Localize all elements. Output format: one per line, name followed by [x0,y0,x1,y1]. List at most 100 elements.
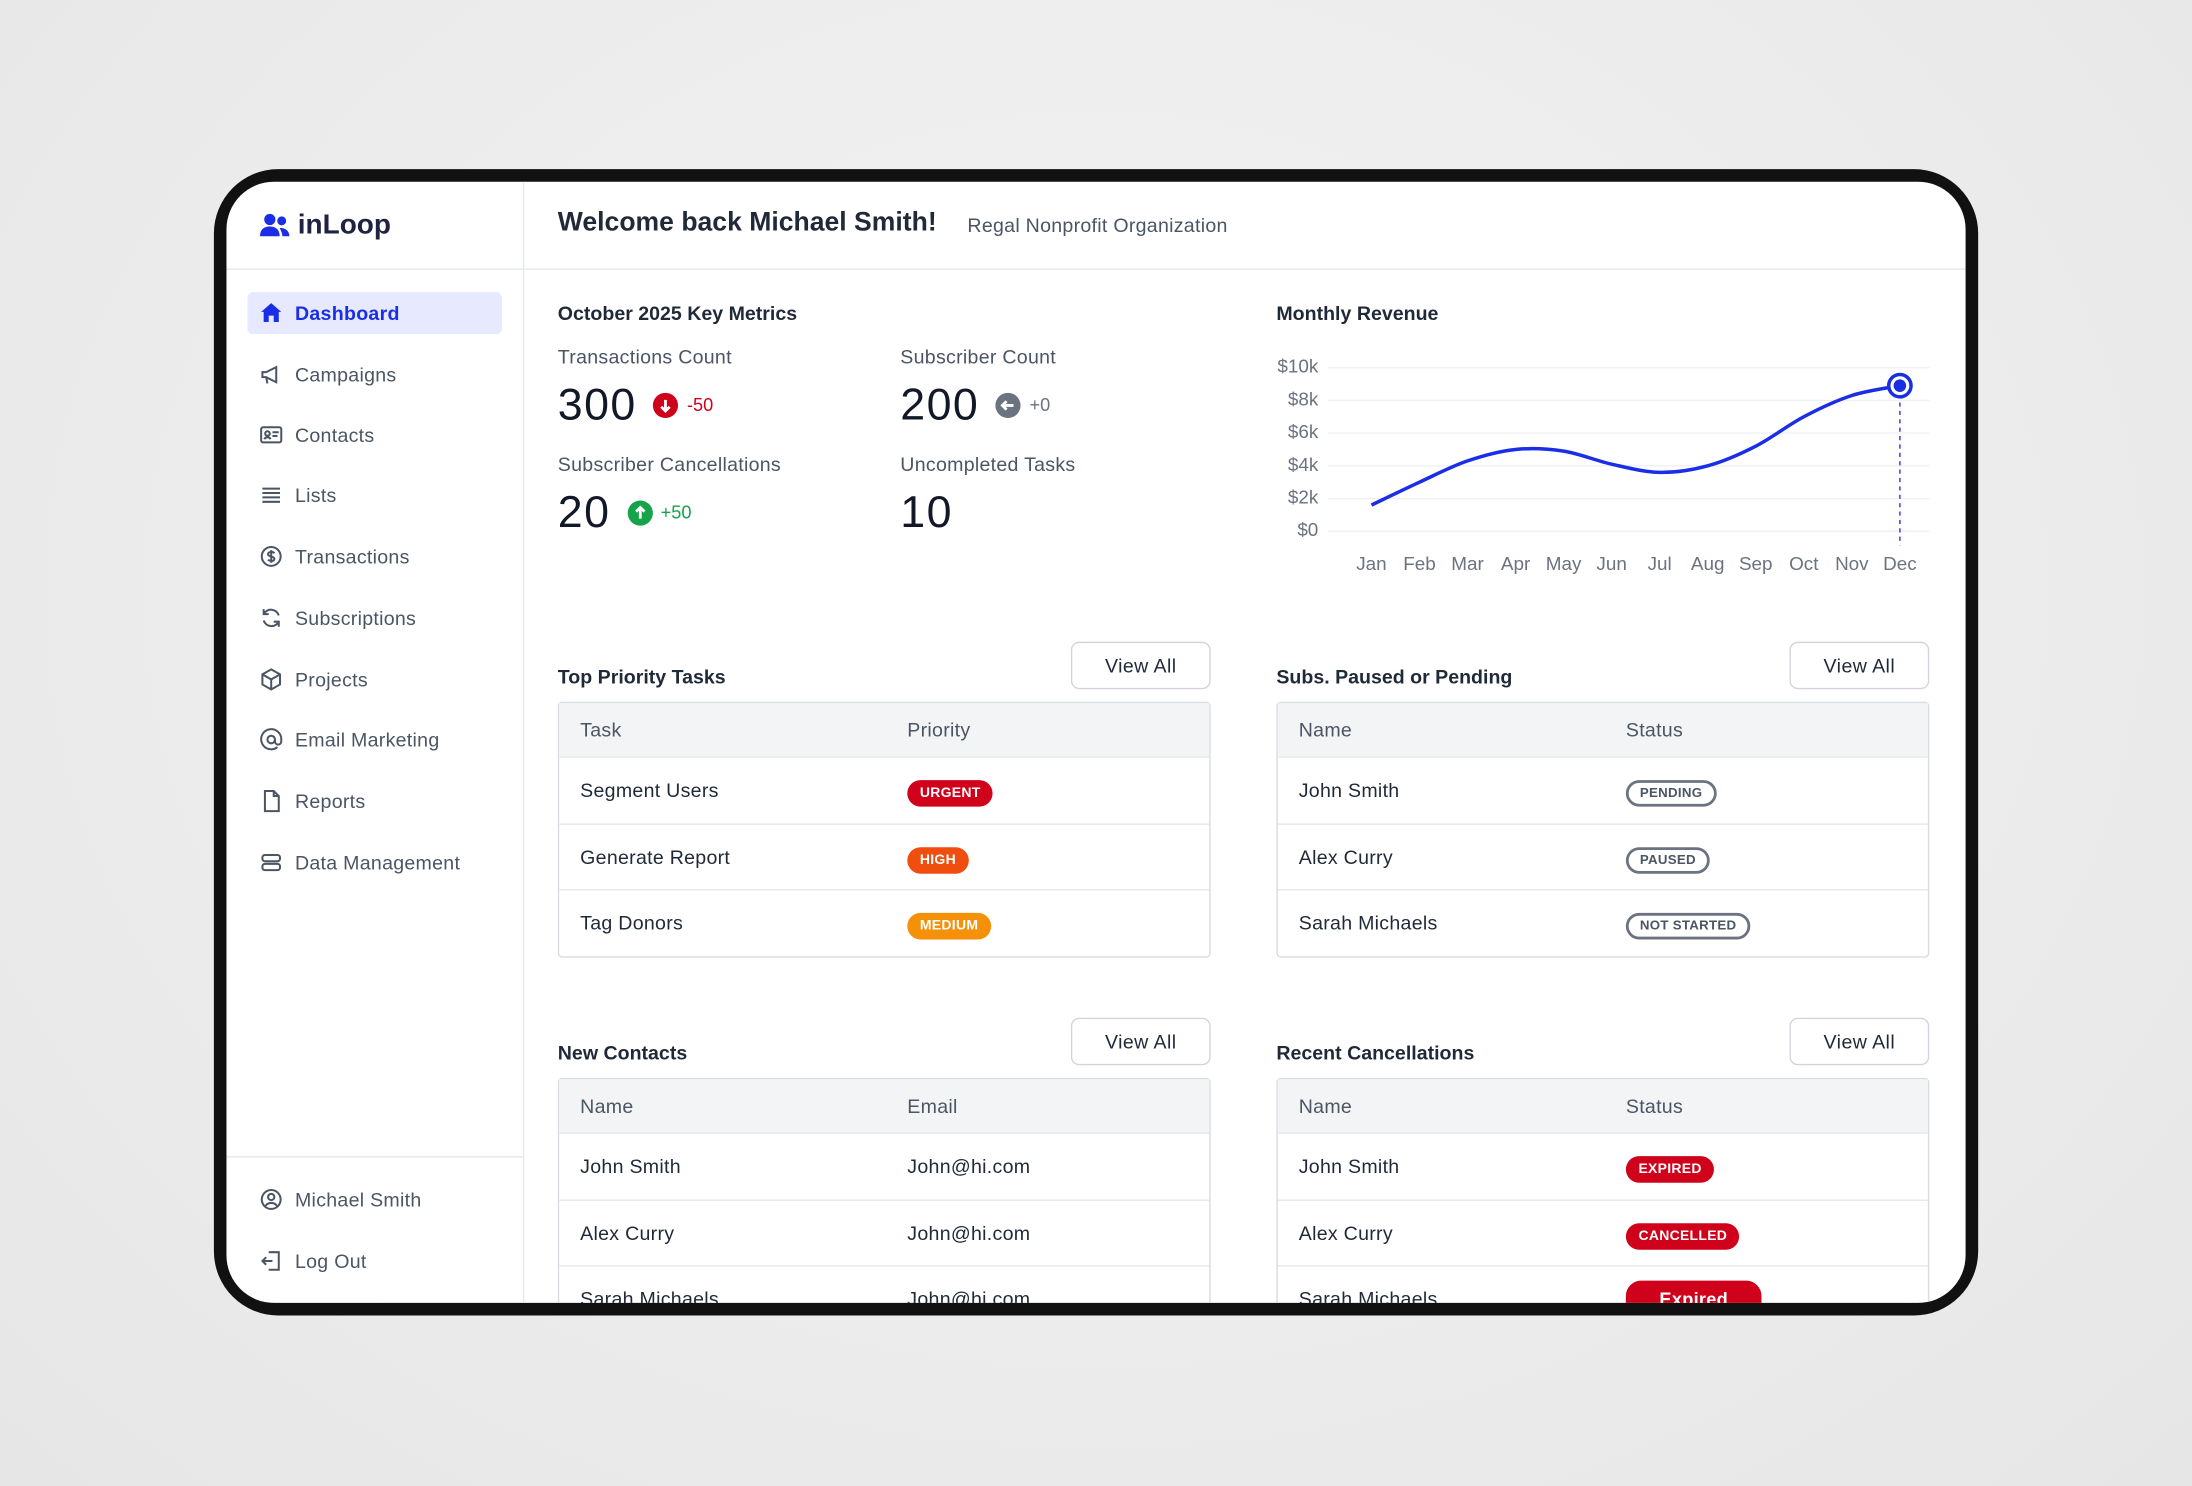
nav-item[interactable]: Campaigns [247,354,501,396]
table: Name Status John Smith PENDING Alex Curry PAU… [1276,701,1930,957]
cell: Alex Curry [1298,1221,1393,1244]
nav-label: Transactions [294,545,410,568]
column-header: Name [580,1094,634,1118]
status-badge: URGENT [907,780,994,807]
divider [226,268,523,270]
table-row[interactable]: John Smith John@hi.com [559,1132,1210,1198]
y-tick-label: $0 [1297,519,1318,540]
sidebar: inLoop Dashboard Campaigns Contacts List… [226,181,525,1303]
status-badge: MEDIUM [907,913,991,940]
nav-item[interactable]: Reports [247,780,501,822]
y-tick-label: $10k [1277,356,1318,377]
x-tick-label: Aug [1691,553,1725,574]
table-row[interactable]: Generate Report HIGH [559,822,1210,889]
y-tick-label: $2k [1288,487,1319,508]
panel-title: Top Priority Tasks [557,665,726,688]
cell-text: John@hi.com [907,1221,1031,1244]
table-row[interactable]: Sarah Michaels NOT STARTED [1277,889,1928,955]
column-header: Task [580,718,622,741]
nav-item[interactable]: Data Management [247,842,501,884]
cell: Segment Users [580,779,719,802]
cell: PENDING [1625,779,1717,807]
y-tick-label: $6k [1288,421,1319,442]
metric-label: Transactions Count [557,345,732,368]
nav-label: Lists [294,483,337,507]
nav-item[interactable]: Contacts [247,414,501,456]
table-row[interactable]: Sarah Michaels John@hi.com [559,1265,1210,1303]
metrics-title: October 2025 Key Metrics [557,301,798,325]
cell: HIGH [907,845,969,874]
metric: 300 -50 [558,379,713,431]
x-tick-label: Feb [1403,553,1436,574]
status-badge: PAUSED [1625,846,1710,874]
table-row[interactable]: Alex Curry John@hi.com [559,1198,1210,1265]
x-tick-label: Mar [1451,553,1483,574]
nav-label: Log Out [294,1249,367,1273]
nav-item[interactable]: Email Marketing [247,719,501,761]
metric-label: Uncompleted Tasks [900,452,1076,476]
revenue-chart: $0 $2k $4k $6k $8k $10k Jan Feb Mar Apr May Jun Jul A… [1277,356,1930,574]
table-header: Task Priority [559,703,1210,757]
nav-label: Contacts [294,423,375,446]
metric-label: Subscriber Cancellations [557,452,782,476]
table-row[interactable]: Sarah Michaels Expired [1277,1265,1928,1303]
column-header: Status [1625,718,1684,741]
x-tick-label: Nov [1835,553,1869,574]
view-all-button[interactable]: View All [1789,1017,1930,1066]
metric-value: 10 [900,486,953,537]
cell: Tag Donors [580,911,684,935]
x-tick-label: Oct [1789,553,1819,574]
screen: inLoop Dashboard Campaigns Contacts List… [226,181,1966,1303]
cell: Alex Curry [580,1221,675,1244]
metric-change: +0 [1029,394,1051,416]
column-header: Name [1298,1094,1353,1118]
cell: Generate Report [580,845,731,868]
status-badge: HIGH [907,846,969,874]
table-row[interactable]: John Smith PENDING [1277,756,1928,822]
table-header: Name Email [559,1079,1210,1133]
view-all-button[interactable]: View All [1070,1017,1211,1066]
x-tick-label: Apr [1501,553,1530,574]
status-badge: PENDING [1625,780,1717,807]
status-badge: EXPIRED [1625,1156,1715,1184]
profile-link[interactable]: Michael Smith [247,1179,501,1221]
status-badge: Expired [1625,1280,1762,1303]
brand[interactable]: inLoop [260,210,391,242]
metric: 20 +50 [558,487,692,539]
cell-text: John@hi.com [907,1287,1031,1303]
view-all-button[interactable]: View All [1070,641,1211,690]
table-row[interactable]: Tag Donors MEDIUM [559,889,1210,955]
y-tick-label: $8k [1288,388,1319,409]
table-row[interactable]: John Smith EXPIRED [1277,1132,1928,1198]
status-badge: NOT STARTED [1625,913,1751,940]
metric-value: 20 [557,486,611,537]
metric-value: 300 [557,378,637,430]
table: Name Status John Smith EXPIRED Alex Curry CAN… [1276,1077,1930,1303]
metric: 200 +0 [900,379,1050,431]
y-tick-label: $4k [1288,454,1319,475]
table-row[interactable]: Alex Curry CANCELLED [1277,1198,1928,1265]
cell: URGENT [907,779,994,807]
nav-label: Dashboard [294,301,400,325]
nav-item[interactable]: Lists [247,474,501,516]
x-tick-label: Jul [1648,553,1672,574]
cell: John@hi.com [907,1155,1030,1177]
logout-link[interactable]: Log Out [247,1240,501,1282]
table: Task Priority Segment Users URGENT Generate … [557,701,1211,957]
nav-item[interactable]: Subscriptions [247,597,501,639]
metric-value: 200 [900,378,980,430]
table-row[interactable]: Alex Curry PAUSED [1277,822,1928,889]
nav-item[interactable]: Projects [247,658,501,700]
nav-item[interactable]: Dashboard [247,292,502,335]
metric: 10 [900,487,953,539]
cell: MEDIUM [907,912,991,940]
x-tick-label: Jun [1596,553,1626,574]
view-all-button[interactable]: View All [1789,641,1930,690]
nav-item[interactable]: Transactions [247,535,501,577]
highlight-dot [1893,379,1907,392]
nav-label: Subscriptions [294,606,417,630]
x-tick-label: Dec [1883,553,1917,574]
table-row[interactable]: Segment Users URGENT [559,756,1210,822]
cell: John Smith [1298,779,1400,802]
